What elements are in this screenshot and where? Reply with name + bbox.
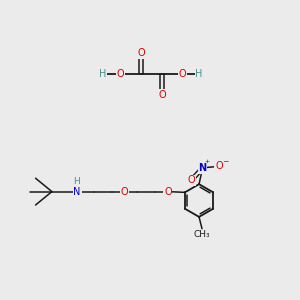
- Text: CH₃: CH₃: [194, 230, 210, 239]
- Text: O: O: [116, 69, 124, 79]
- Text: +: +: [204, 159, 210, 164]
- Text: O: O: [137, 48, 145, 59]
- Text: N: N: [199, 163, 207, 173]
- Text: H: H: [99, 69, 106, 79]
- Text: O: O: [188, 175, 195, 185]
- Text: −: −: [222, 158, 228, 166]
- Text: O: O: [215, 161, 223, 171]
- Text: O: O: [164, 187, 172, 196]
- Text: O: O: [179, 69, 187, 79]
- Text: N: N: [74, 187, 81, 196]
- Text: H: H: [73, 177, 80, 186]
- Text: O: O: [121, 187, 128, 196]
- Text: O: O: [158, 90, 166, 100]
- Text: H: H: [195, 69, 203, 79]
